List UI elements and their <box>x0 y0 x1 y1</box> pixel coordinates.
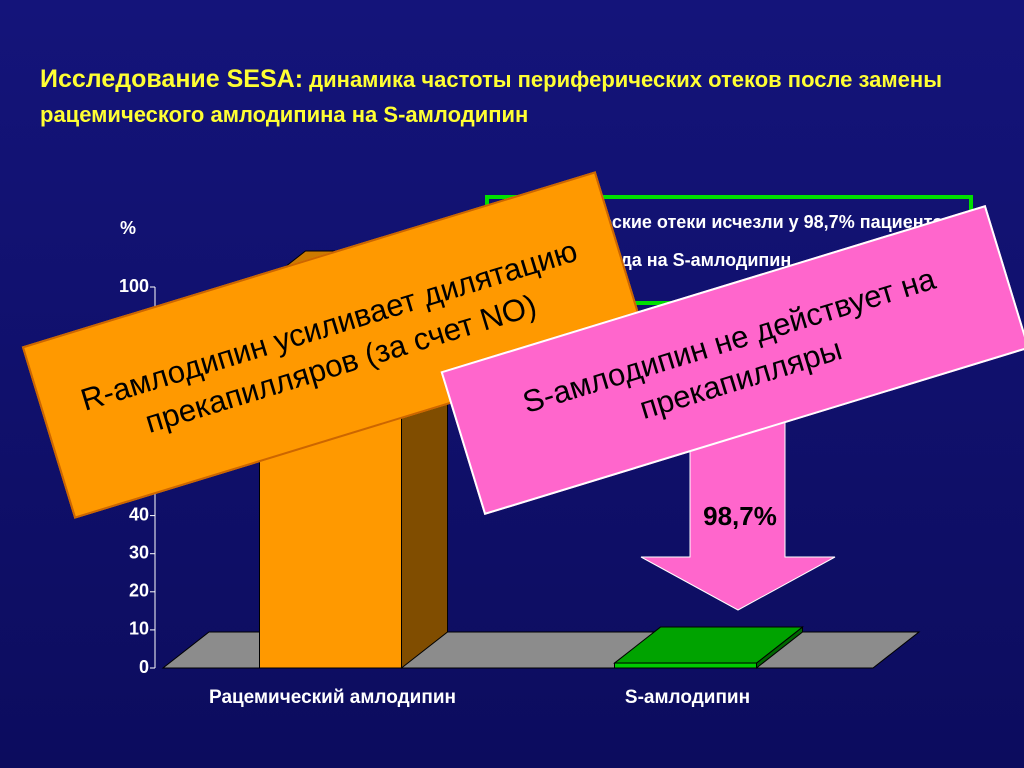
y-tick-label: 30 <box>129 542 149 562</box>
y-tick-label: 10 <box>129 619 149 639</box>
y-tick-label: 0 <box>139 657 149 677</box>
title-rest: динамика частоты периферических отеков п… <box>40 67 942 127</box>
y-tick-label: 100 <box>119 276 149 296</box>
annotation: 98,7% <box>703 501 777 531</box>
y-tick-label: 40 <box>129 504 149 524</box>
x-tick-label: Рацемический амлодипин <box>209 687 456 708</box>
bar <box>614 662 757 669</box>
y-tick-label: 20 <box>129 581 149 601</box>
y-axis-label: % <box>120 218 136 238</box>
x-tick-label: S-амлодипин <box>625 687 750 708</box>
title-lead: Исследование SESA: <box>40 65 304 93</box>
slide-title: Исследование SESA: динамика частоты пери… <box>40 62 990 132</box>
